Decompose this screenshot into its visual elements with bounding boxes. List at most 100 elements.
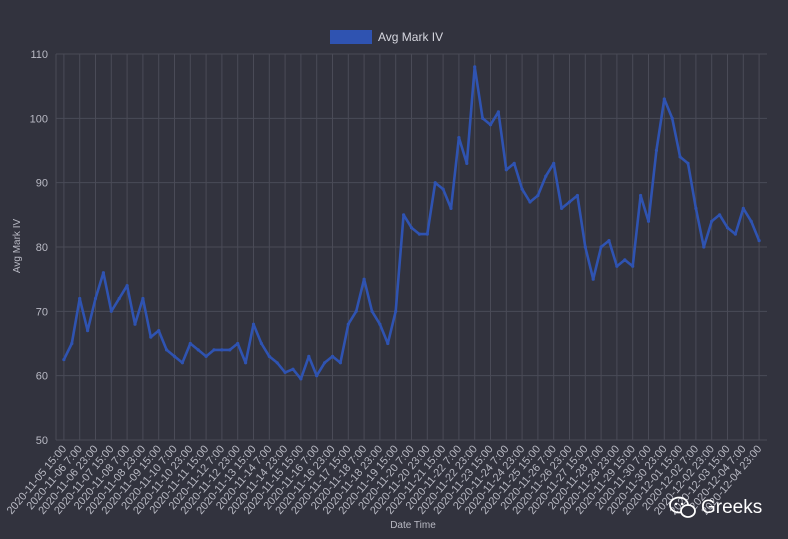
data-point[interactable]: [449, 206, 453, 210]
legend-swatch[interactable]: [330, 30, 372, 44]
data-point[interactable]: [62, 358, 66, 362]
data-point[interactable]: [299, 377, 303, 381]
data-point[interactable]: [370, 309, 374, 313]
data-point[interactable]: [315, 374, 319, 378]
data-point[interactable]: [567, 200, 572, 204]
data-point[interactable]: [575, 193, 580, 198]
data-point[interactable]: [686, 161, 690, 165]
data-point[interactable]: [710, 219, 714, 223]
y-axis-title: Avg Mark IV: [12, 219, 23, 274]
data-point[interactable]: [528, 200, 532, 204]
data-point[interactable]: [725, 226, 730, 230]
data-point[interactable]: [109, 309, 113, 313]
data-point[interactable]: [481, 116, 485, 120]
data-point[interactable]: [204, 354, 208, 358]
data-point[interactable]: [678, 155, 682, 159]
data-point[interactable]: [662, 97, 666, 101]
data-point[interactable]: [283, 370, 287, 374]
data-point[interactable]: [417, 232, 421, 236]
data-point[interactable]: [70, 341, 74, 346]
data-point[interactable]: [307, 354, 311, 358]
data-point[interactable]: [212, 348, 216, 352]
data-point[interactable]: [473, 65, 477, 69]
data-point[interactable]: [346, 322, 350, 326]
data-point[interactable]: [631, 264, 635, 268]
data-point[interactable]: [291, 367, 295, 371]
data-point[interactable]: [623, 258, 627, 262]
data-point[interactable]: [496, 110, 500, 114]
data-point[interactable]: [402, 213, 406, 217]
data-point[interactable]: [583, 245, 587, 249]
data-point[interactable]: [520, 187, 524, 191]
data-point[interactable]: [78, 296, 82, 301]
data-point[interactable]: [165, 348, 169, 352]
data-point[interactable]: [251, 322, 256, 326]
data-point[interactable]: [654, 148, 659, 153]
y-tick-label: 60: [36, 371, 48, 383]
data-point[interactable]: [267, 354, 271, 358]
data-point[interactable]: [702, 245, 706, 249]
data-point[interactable]: [117, 296, 121, 301]
data-point[interactable]: [646, 219, 651, 223]
data-point[interactable]: [512, 161, 516, 165]
data-point[interactable]: [733, 232, 738, 236]
wechat-icon: [669, 496, 696, 518]
data-point[interactable]: [93, 296, 98, 301]
y-tick-label: 100: [30, 113, 48, 125]
data-point[interactable]: [599, 245, 603, 249]
data-point[interactable]: [275, 361, 279, 365]
data-point[interactable]: [607, 239, 611, 243]
data-point[interactable]: [441, 187, 445, 191]
data-point[interactable]: [141, 296, 145, 301]
data-point[interactable]: [101, 271, 105, 275]
data-point[interactable]: [196, 348, 200, 352]
data-point[interactable]: [125, 284, 129, 288]
data-point[interactable]: [86, 329, 90, 333]
data-point[interactable]: [354, 309, 358, 313]
data-point[interactable]: [409, 226, 414, 230]
data-point[interactable]: [741, 206, 745, 210]
data-point[interactable]: [323, 361, 327, 365]
data-point[interactable]: [560, 206, 564, 210]
data-point[interactable]: [157, 329, 161, 333]
legend-label[interactable]: Avg Mark IV: [378, 30, 443, 44]
data-point[interactable]: [457, 136, 461, 140]
data-point[interactable]: [639, 193, 643, 198]
data-point[interactable]: [670, 116, 674, 120]
data-point[interactable]: [757, 239, 761, 243]
data-point[interactable]: [236, 341, 240, 346]
data-point[interactable]: [228, 348, 232, 352]
data-point[interactable]: [615, 264, 619, 268]
data-point[interactable]: [172, 354, 177, 358]
data-point[interactable]: [488, 123, 493, 127]
data-point[interactable]: [749, 219, 753, 223]
data-point[interactable]: [465, 161, 469, 165]
data-point[interactable]: [536, 193, 540, 198]
data-point[interactable]: [244, 361, 248, 365]
data-point[interactable]: [433, 181, 437, 185]
data-point[interactable]: [504, 168, 508, 172]
data-point[interactable]: [552, 161, 556, 165]
legend[interactable]: Avg Mark IV: [330, 30, 443, 44]
data-point[interactable]: [378, 322, 382, 326]
data-point[interactable]: [386, 341, 390, 346]
y-axis-ticks: 50 60 70 80 90 100 110: [30, 49, 48, 447]
data-point[interactable]: [544, 174, 548, 178]
series-layer: [62, 65, 761, 381]
data-point[interactable]: [220, 348, 224, 352]
grid: [55, 53, 767, 441]
data-point[interactable]: [338, 361, 342, 365]
data-point[interactable]: [362, 277, 366, 281]
data-point[interactable]: [149, 335, 153, 339]
data-point[interactable]: [133, 322, 137, 326]
data-point[interactable]: [180, 361, 184, 365]
data-point[interactable]: [694, 206, 698, 210]
data-point[interactable]: [591, 277, 595, 281]
data-point[interactable]: [718, 213, 722, 217]
data-point[interactable]: [330, 354, 335, 358]
data-point[interactable]: [259, 341, 263, 346]
data-point[interactable]: [425, 232, 429, 236]
data-point[interactable]: [188, 341, 192, 346]
data-point[interactable]: [394, 309, 398, 313]
